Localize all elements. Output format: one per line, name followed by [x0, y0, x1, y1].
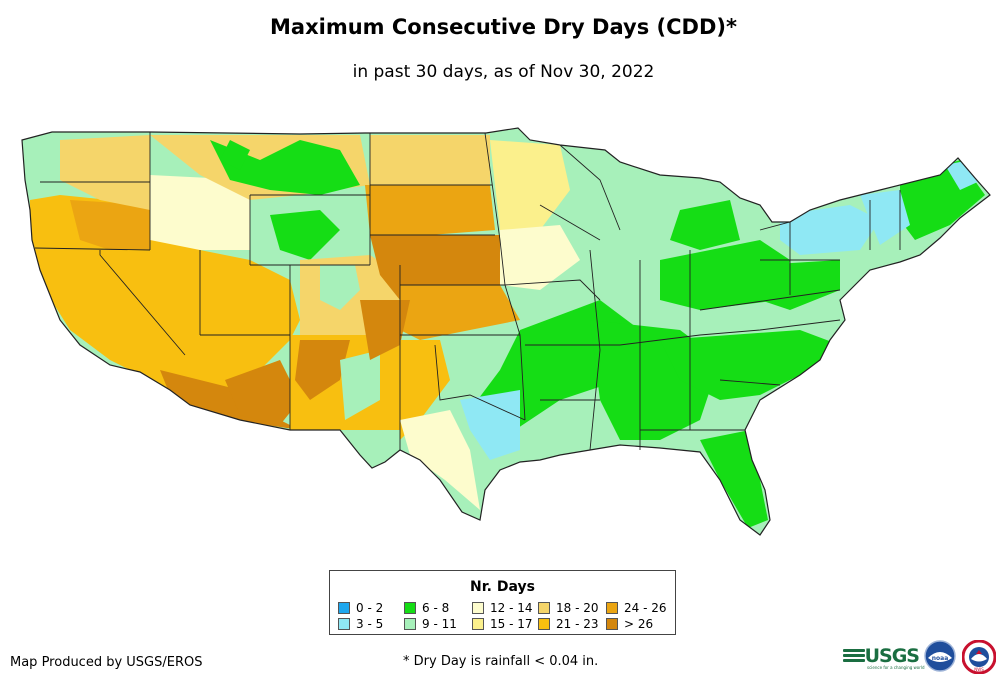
zone-12-14-south-texas: [400, 410, 480, 510]
legend-label: 15 - 17: [490, 617, 533, 631]
zone-gt26-new-mexico: [295, 340, 350, 400]
zone-6-8-montana: [210, 140, 360, 195]
legend-item: 15 - 17: [472, 617, 533, 631]
legend-label: 3 - 5: [356, 617, 384, 631]
zone-12-14-idaho: [150, 175, 250, 250]
map-subtitle: in past 30 days, as of Nov 30, 2022: [352, 62, 655, 82]
zone-6-8-carolinas: [660, 330, 840, 400]
zone-18-20-northwest: [60, 135, 150, 210]
legend-item: > 26: [606, 617, 653, 631]
legend-swatch: [538, 602, 550, 614]
legend-label: 24 - 26: [624, 601, 667, 615]
legend-item: 21 - 23: [538, 617, 599, 631]
legend-title: Nr. Days: [470, 579, 535, 595]
legend-item: 6 - 8: [404, 601, 449, 615]
zone-3-5-new-england: [860, 190, 910, 245]
zone-6-8-florida: [700, 430, 768, 528]
legend-label: 6 - 8: [422, 601, 450, 615]
zone-18-20-north-dakota: [370, 135, 490, 185]
nws-logo-text: NWS: [974, 667, 984, 672]
zone-24-26-oregon: [70, 200, 150, 250]
zone-15-17-minnesota: [490, 140, 570, 230]
zone-6-8-mid-atlantic: [760, 260, 840, 310]
zone-9-11-colorado: [320, 265, 360, 310]
usgs-tagline: science for a changing world: [867, 665, 925, 670]
legend: Nr. Days 0 - 2 3 - 5 6 - 8 9 - 11 12 - 1…: [329, 570, 676, 635]
map-title: Maximum Consecutive Dry Days (CDD)*: [270, 15, 737, 39]
legend-swatch: [606, 618, 618, 630]
legend-swatch: [606, 602, 618, 614]
zone-3-5-new-york: [780, 205, 880, 255]
state-boundaries: [34, 132, 901, 451]
legend-label: 0 - 2: [356, 601, 384, 615]
usgs-logo: USGS science for a changing world: [843, 643, 925, 670]
legend-swatch: [404, 602, 416, 614]
noaa-logo-text: noaa: [932, 655, 949, 662]
legend-item: 3 - 5: [338, 617, 383, 631]
legend-label: 9 - 11: [422, 617, 457, 631]
usgs-logo-text: USGS: [864, 645, 920, 667]
legend-swatch: [472, 602, 484, 614]
legend-swatch: [538, 618, 550, 630]
legend-label: 18 - 20: [556, 601, 599, 615]
nws-logo: NWS: [962, 640, 996, 674]
legend-label: 12 - 14: [490, 601, 533, 615]
legend-swatch: [472, 618, 484, 630]
zone-gt26-panhandle: [360, 300, 410, 360]
legend-swatch: [404, 618, 416, 630]
legend-item: 24 - 26: [606, 601, 667, 615]
zone-24-26-dakotas: [365, 185, 495, 235]
zone-6-8-michigan: [670, 200, 740, 250]
legend-item: 18 - 20: [538, 601, 599, 615]
zone-3-5-east-texas: [460, 390, 520, 460]
zone-6-8-ohio-valley: [660, 240, 790, 310]
legend-item: 0 - 2: [338, 601, 383, 615]
noaa-logo: noaa: [924, 640, 956, 672]
legend-label: > 26: [624, 617, 654, 631]
legend-item: 12 - 14: [472, 601, 533, 615]
legend-swatch: [338, 618, 350, 630]
zone-6-8-wyoming: [270, 210, 340, 260]
zone-9-11-new-mexico: [340, 350, 380, 420]
zone-21-23-west-texas: [400, 340, 450, 440]
map-credit: Map Produced by USGS/EROS: [10, 655, 203, 670]
legend-label: 21 - 23: [556, 617, 599, 631]
zone-gt26-arizona-south: [225, 360, 300, 425]
usgs-wave-icon: [843, 647, 865, 665]
dry-day-footnote: * Dry Day is rainfall < 0.04 in.: [403, 654, 599, 669]
zone-gt26-nebraska: [370, 235, 500, 300]
zone-12-14-iowa: [500, 225, 580, 290]
legend-item: 9 - 11: [404, 617, 457, 631]
zone-6-8-idaho: [220, 140, 250, 170]
legend-swatch: [338, 602, 350, 614]
zone-24-26-kansas: [400, 285, 520, 340]
